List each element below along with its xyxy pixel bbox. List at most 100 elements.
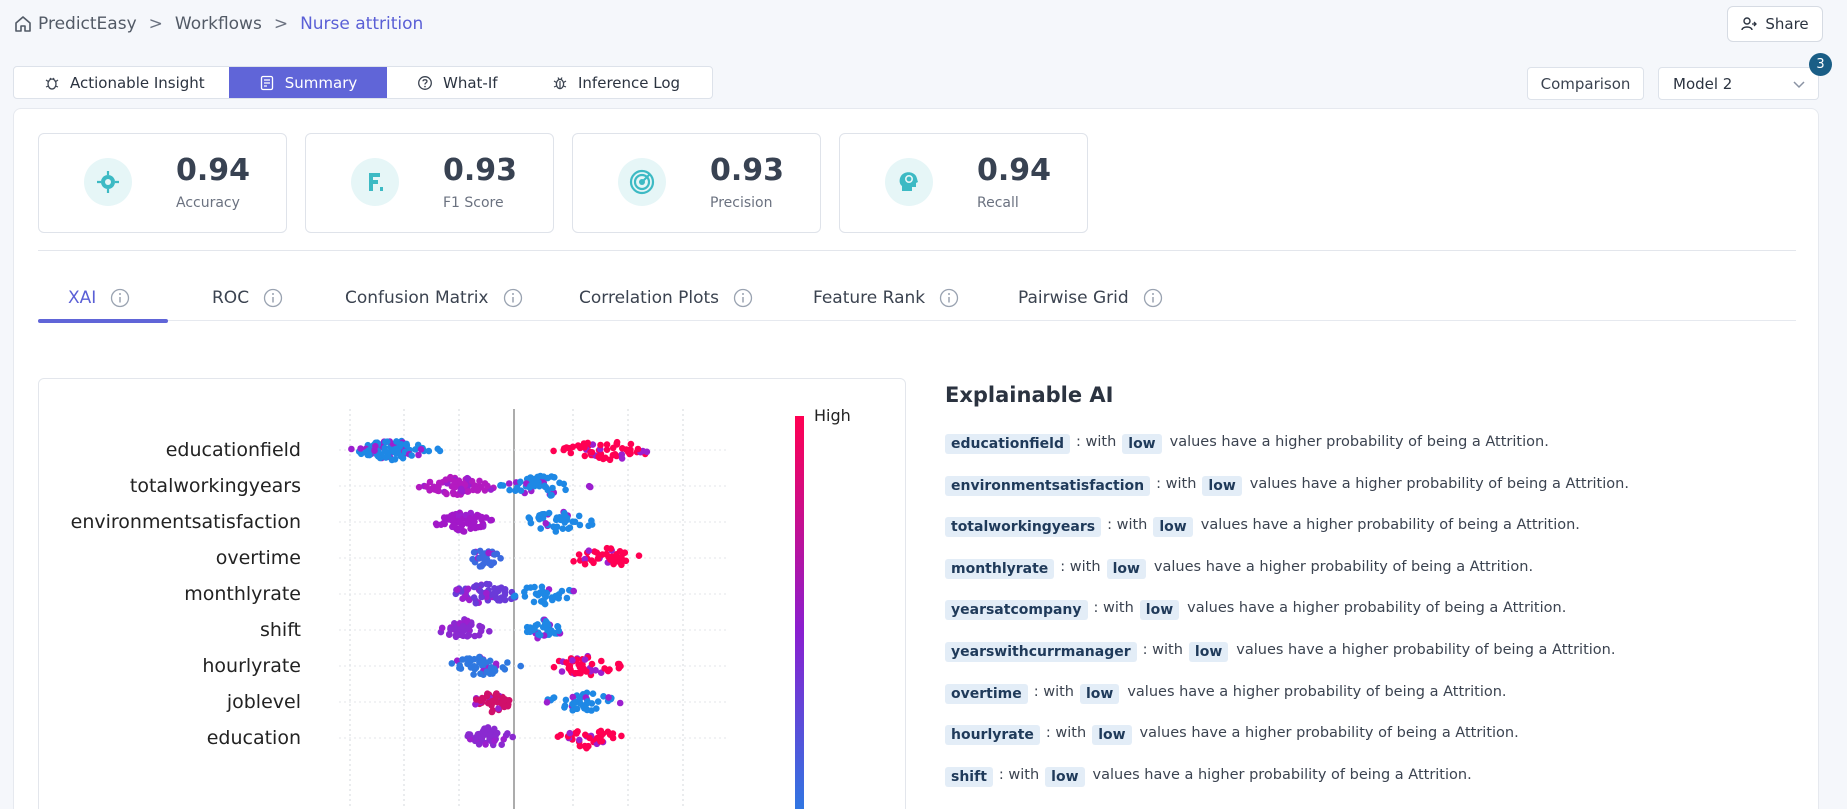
tab-correlation-plots[interactable]: Correlation Plots: [579, 276, 753, 320]
shap-point: [477, 670, 484, 677]
shap-point: [609, 730, 617, 737]
shap-point: [506, 486, 513, 494]
tab-label: Actionable Insight: [70, 73, 205, 92]
shap-point: [572, 669, 579, 677]
head-recall-icon: [885, 158, 933, 206]
shap-point: [618, 455, 626, 462]
tab-label: Correlation Plots: [579, 288, 720, 308]
info-icon[interactable]: [503, 288, 523, 308]
shap-point: [449, 489, 457, 496]
shap-point: [542, 520, 550, 527]
breadcrumb-item-current: Nurse attrition: [300, 14, 424, 34]
shap-point: [440, 519, 448, 527]
tab-pairwise-grid[interactable]: Pairwise Grid: [1018, 276, 1163, 320]
shap-point: [461, 592, 469, 600]
shap-point: [517, 662, 524, 670]
shap-point: [607, 545, 615, 552]
shap-point: [565, 444, 573, 452]
shap-point: [566, 729, 574, 737]
tab-actionable-insight[interactable]: Actionable Insight: [14, 67, 229, 98]
shap-point: [558, 668, 566, 675]
info-icon[interactable]: [1143, 288, 1163, 308]
shap-point: [616, 558, 623, 566]
xai-insight-row: yearswithcurrmanager: with low values have…: [945, 641, 1629, 684]
shap-point: [459, 622, 467, 630]
shap-point: [501, 591, 509, 598]
shap-point: [448, 660, 456, 667]
level-chip: low: [1188, 641, 1229, 662]
shap-point: [592, 667, 599, 674]
feature-chip: yearswithcurrmanager: [945, 641, 1137, 662]
shap-point: [538, 583, 546, 591]
breadcrumb-item-workflows[interactable]: Workflows: [174, 14, 262, 34]
shap-point: [544, 474, 551, 482]
share-label: Share: [1765, 15, 1809, 33]
shap-point: [469, 555, 476, 563]
shap-point: [581, 555, 589, 563]
shap-point: [456, 518, 463, 526]
home-icon[interactable]: [14, 15, 32, 33]
shap-point: [466, 515, 474, 522]
shap-point: [615, 660, 623, 668]
shap-point: [574, 728, 581, 735]
info-icon[interactable]: [733, 288, 753, 308]
shap-point: [383, 438, 391, 445]
colorbar-high-label: High: [814, 406, 851, 425]
info-icon[interactable]: [263, 288, 283, 308]
bug-log-icon: [553, 76, 567, 89]
shap-point: [483, 668, 491, 675]
shap-point: [442, 489, 450, 497]
shap-point: [492, 660, 500, 668]
comparison-button[interactable]: Comparison: [1527, 67, 1644, 100]
shap-point: [483, 693, 491, 700]
info-icon[interactable]: [939, 288, 959, 308]
shap-point: [509, 733, 516, 741]
shap-point: [477, 523, 485, 531]
shap-point: [490, 590, 497, 598]
shap-point: [610, 556, 617, 563]
shap-point: [425, 447, 433, 455]
xai-title: Explainable AI: [945, 383, 1114, 407]
feature-tick-label: joblevel: [226, 691, 301, 713]
shap-point: [619, 445, 626, 452]
shap-point: [504, 659, 511, 666]
shap-point: [616, 699, 624, 707]
level-chip: low: [1122, 434, 1162, 454]
shap-point: [594, 555, 602, 562]
tab-label: XAI: [68, 288, 97, 308]
tab-inference-log[interactable]: Inference Log: [532, 67, 712, 98]
tab-feature-rank[interactable]: Feature Rank: [813, 276, 959, 320]
info-icon[interactable]: [110, 288, 130, 308]
tab-what-if[interactable]: What-If: [387, 67, 532, 98]
shap-point: [581, 452, 589, 460]
tab-roc[interactable]: ROC: [212, 276, 283, 320]
tab-confusion-matrix[interactable]: Confusion Matrix: [345, 276, 523, 320]
shap-point: [634, 445, 642, 453]
shap-point: [489, 707, 497, 714]
shap-point: [575, 512, 583, 520]
shap-point: [491, 737, 498, 745]
shap-point: [393, 438, 400, 445]
shap-point: [548, 627, 555, 634]
shap-point: [415, 483, 423, 491]
shap-point: [449, 511, 457, 519]
shap-point: [562, 513, 569, 520]
shap-point: [517, 487, 525, 494]
shap-point: [597, 441, 604, 449]
tab-summary[interactable]: Summary: [229, 67, 387, 98]
level-chip: low: [1139, 600, 1180, 621]
breadcrumb-item-predicteasy[interactable]: PredictEasy: [38, 14, 137, 34]
tab-label: Summary: [284, 73, 358, 92]
shap-point: [599, 455, 607, 463]
tab-label: ROC: [212, 288, 250, 308]
shap-point: [555, 627, 563, 635]
shap-point: [505, 480, 513, 487]
tab-xai[interactable]: XAI: [38, 276, 168, 323]
shap-point: [541, 483, 549, 490]
share-button[interactable]: Share: [1727, 6, 1823, 42]
shap-point: [581, 560, 589, 568]
model-select[interactable]: Model 2: [1658, 67, 1819, 100]
shap-point: [481, 658, 489, 666]
shap-point: [550, 694, 558, 701]
breadcrumb-separator: >: [273, 14, 289, 34]
